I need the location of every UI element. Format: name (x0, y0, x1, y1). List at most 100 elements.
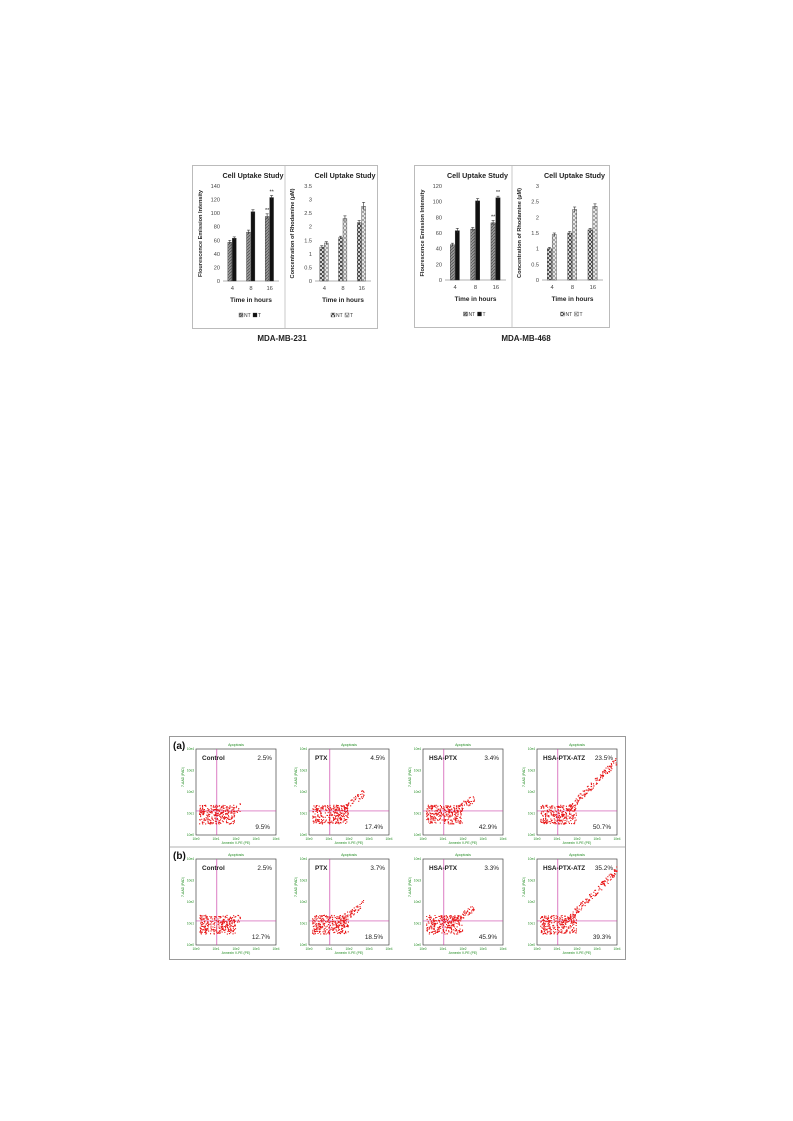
flow-x-tick: 10e2 (459, 947, 466, 951)
bar-chart-0: Cell Uptake Study Flourescence Emission I… (420, 171, 508, 318)
flow-x-tick: 10e3 (252, 947, 259, 951)
flow-x-tick: 10e0 (305, 837, 312, 841)
flow-plot-title: Apoptosis (455, 743, 471, 747)
flow-y-tick: 10e4 (187, 857, 194, 861)
flow-x-tick: 10e4 (385, 837, 392, 841)
bar-nt (264, 216, 270, 282)
bar-panel-468: Cell Uptake Study Flourescence Emission I… (414, 165, 610, 328)
legend-label: NT (244, 313, 251, 319)
flow-x-tick: 10e0 (419, 837, 426, 841)
y-axis-label: Flourescence Emission Intensity (198, 189, 204, 277)
legend-label: T (580, 312, 583, 318)
y-tick-label: 60 (214, 238, 220, 244)
legend-swatch (344, 312, 350, 318)
x-tick-label: 8 (571, 285, 574, 291)
flow-x-tick: 10e4 (499, 837, 506, 841)
bar-nt (567, 232, 573, 281)
flow-x-tick: 10e3 (252, 837, 259, 841)
y-tick-label: 60 (436, 231, 442, 237)
y-tick-label: 120 (433, 184, 442, 190)
y-tick-label: 140 (211, 184, 220, 190)
y-tick-label: 40 (214, 252, 220, 258)
significance-mark: ** (269, 190, 274, 196)
flow-x-tick: 10e1 (439, 947, 446, 951)
flow-x-tick: 10e3 (365, 947, 372, 951)
flow-panel: Apoptosis 10e0 10e1 10e2 10e3 10e4 10e0 10e1 10e… (294, 853, 393, 955)
flow-y-label: 7-AAD (PAD) (522, 877, 526, 897)
flow-y-tick: 10e0 (528, 833, 535, 837)
bar-nt (547, 248, 552, 281)
bar-nt (246, 231, 251, 282)
chart-title: Cell Uptake Study (544, 171, 605, 180)
y-tick-label: 0 (536, 278, 539, 284)
bar-nt (227, 242, 232, 282)
flow-condition-label: PTX (315, 865, 328, 872)
flow-x-tick: 10e3 (479, 837, 486, 841)
x-tick-label: 4 (551, 285, 555, 291)
y-tick-label: 1 (309, 252, 312, 258)
x-tick-label: 16 (358, 286, 364, 292)
y-axis-label: Concentration of Rhodamine (µM) (517, 188, 523, 278)
flow-x-tick: 10e1 (439, 837, 446, 841)
x-tick-label: 8 (249, 286, 252, 292)
bar-nt (470, 228, 476, 281)
y-axis-label: Concentration of Rhodamine (µM) (290, 188, 296, 278)
flow-y-label: 7-AAD (PAD) (181, 877, 185, 897)
flow-events (426, 906, 475, 935)
bar-nt (356, 222, 362, 282)
flow-panel: Apoptosis 10e0 10e1 10e2 10e3 10e4 10e0 10e1 10e… (522, 743, 621, 845)
flow-condition-label: PTX (315, 755, 328, 762)
flow-upper-right-percent: 3.3% (484, 865, 499, 872)
flow-lower-right-percent: 12.7% (252, 934, 270, 941)
flow-plot-title: Apoptosis (341, 743, 357, 747)
y-tick-label: 2 (309, 225, 312, 231)
x-axis-label: Time in hours (230, 297, 272, 304)
y-tick-label: 1 (536, 247, 539, 253)
flow-x-tick: 10e3 (479, 947, 486, 951)
bar-t (475, 200, 480, 281)
flow-upper-right-percent: 35.2% (595, 865, 613, 872)
bar-t (324, 242, 329, 282)
flow-y-tick: 10e1 (414, 922, 421, 926)
caption-mda-mb-468: MDA-MB-468 (501, 334, 551, 343)
flow-events (199, 914, 241, 935)
flow-x-tick: 10e1 (553, 947, 560, 951)
y-tick-label: 1.5 (304, 238, 312, 244)
flow-y-tick: 10e3 (528, 769, 535, 773)
flow-events (540, 866, 618, 935)
chart-title: Cell Uptake Study (314, 171, 375, 180)
flow-plot-frame (195, 748, 277, 836)
flow-condition-label: HSA-PTX (429, 865, 458, 872)
flow-panel: Apoptosis 10e0 10e1 10e2 10e3 10e4 10e0 10e1 10e… (522, 853, 621, 955)
bar-t (269, 197, 274, 282)
y-tick-label: 20 (436, 262, 442, 268)
caption-mda-mb-231: MDA-MB-231 (257, 334, 307, 343)
flow-y-tick: 10e3 (414, 769, 421, 773)
flow-y-tick: 10e3 (187, 879, 194, 883)
flow-y-tick: 10e3 (300, 769, 307, 773)
flow-y-tick: 10e3 (187, 769, 194, 773)
bar-nt (490, 222, 496, 281)
flow-y-tick: 10e2 (414, 790, 421, 794)
y-tick-label: 80 (436, 215, 442, 221)
flow-x-label: Annexin V-PE (PE) (222, 841, 251, 845)
flow-y-tick: 10e4 (528, 747, 535, 751)
bar-svg-468: Cell Uptake Study Flourescence Emission I… (420, 166, 605, 327)
flow-x-tick: 10e4 (272, 947, 279, 951)
flow-lower-right-percent: 42.9% (479, 824, 497, 831)
flow-plot-title: Apoptosis (341, 853, 357, 857)
flow-events (199, 803, 241, 825)
flow-x-tick: 10e4 (385, 947, 392, 951)
y-tick-label: 100 (433, 200, 442, 206)
y-tick-label: 0.5 (304, 265, 312, 271)
flow-x-tick: 10e2 (345, 947, 352, 951)
flow-y-tick: 10e1 (187, 922, 194, 926)
bar-t (572, 209, 577, 281)
y-tick-label: 40 (436, 247, 442, 253)
flow-x-tick: 10e4 (613, 837, 620, 841)
legend-swatch (574, 311, 579, 317)
flow-upper-right-percent: 4.5% (370, 755, 385, 762)
bar-svg-231: Cell Uptake Study Flourescence Emission I… (198, 166, 376, 328)
significance-mark: ** (491, 214, 496, 220)
flow-x-tick: 10e0 (533, 837, 540, 841)
